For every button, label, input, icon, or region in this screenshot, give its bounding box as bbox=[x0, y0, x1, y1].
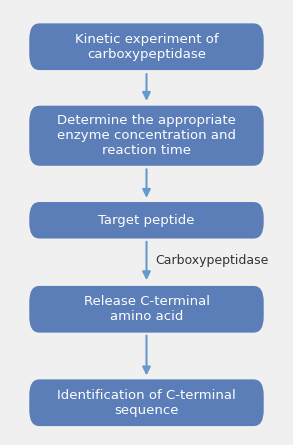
FancyBboxPatch shape bbox=[29, 379, 264, 426]
FancyBboxPatch shape bbox=[29, 286, 264, 333]
Text: Identification of C-terminal
sequence: Identification of C-terminal sequence bbox=[57, 389, 236, 417]
Text: Release C-terminal
amino acid: Release C-terminal amino acid bbox=[84, 295, 209, 323]
Text: Carboxypeptidase: Carboxypeptidase bbox=[155, 254, 269, 267]
Text: Kinetic experiment of
carboxypeptidase: Kinetic experiment of carboxypeptidase bbox=[75, 33, 218, 61]
Text: Determine the appropriate
enzyme concentration and
reaction time: Determine the appropriate enzyme concent… bbox=[57, 114, 236, 157]
FancyBboxPatch shape bbox=[29, 23, 264, 70]
FancyBboxPatch shape bbox=[29, 202, 264, 239]
FancyBboxPatch shape bbox=[29, 105, 264, 166]
Text: Target peptide: Target peptide bbox=[98, 214, 195, 227]
